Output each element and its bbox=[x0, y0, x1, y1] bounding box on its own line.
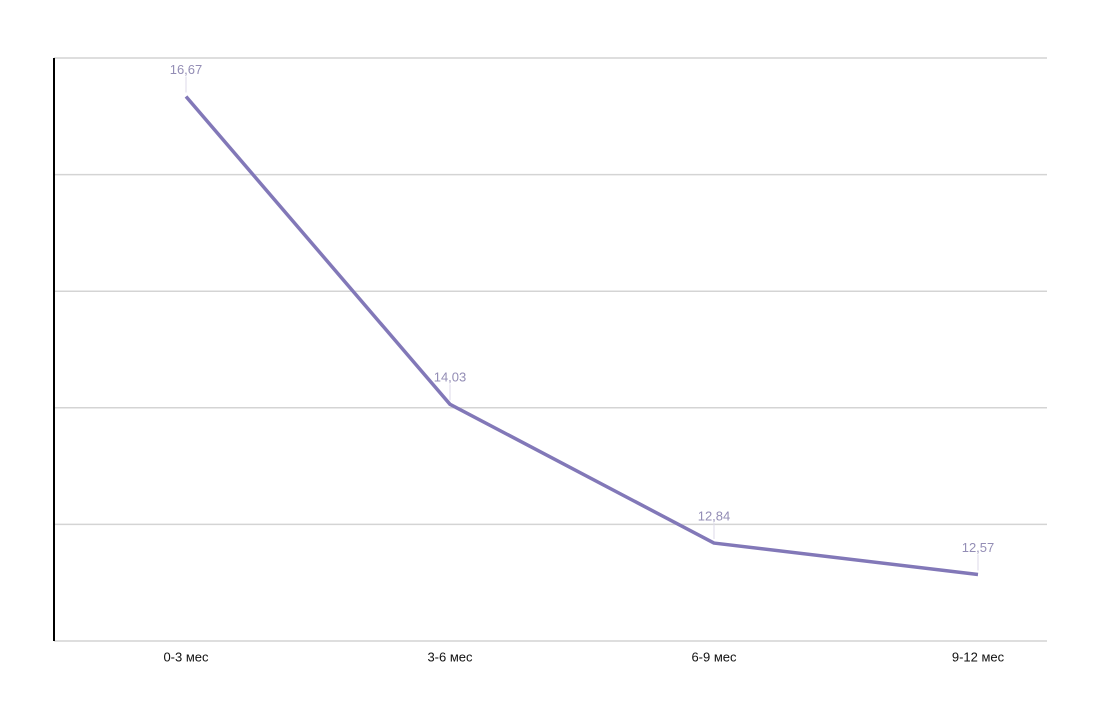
x-tick-label: 3-6 мес bbox=[427, 649, 473, 664]
x-tick-label: 0-3 мес bbox=[163, 649, 209, 664]
x-tick-label: 6-9 мес bbox=[691, 649, 737, 664]
x-tick-label: 9-12 мес bbox=[952, 649, 1005, 664]
data-label: 12,84 bbox=[698, 508, 731, 523]
data-label: 12,57 bbox=[962, 540, 995, 555]
line bbox=[184, 95, 979, 577]
data-label: 16,67 bbox=[170, 62, 203, 77]
data-label: 14,03 bbox=[434, 370, 467, 385]
